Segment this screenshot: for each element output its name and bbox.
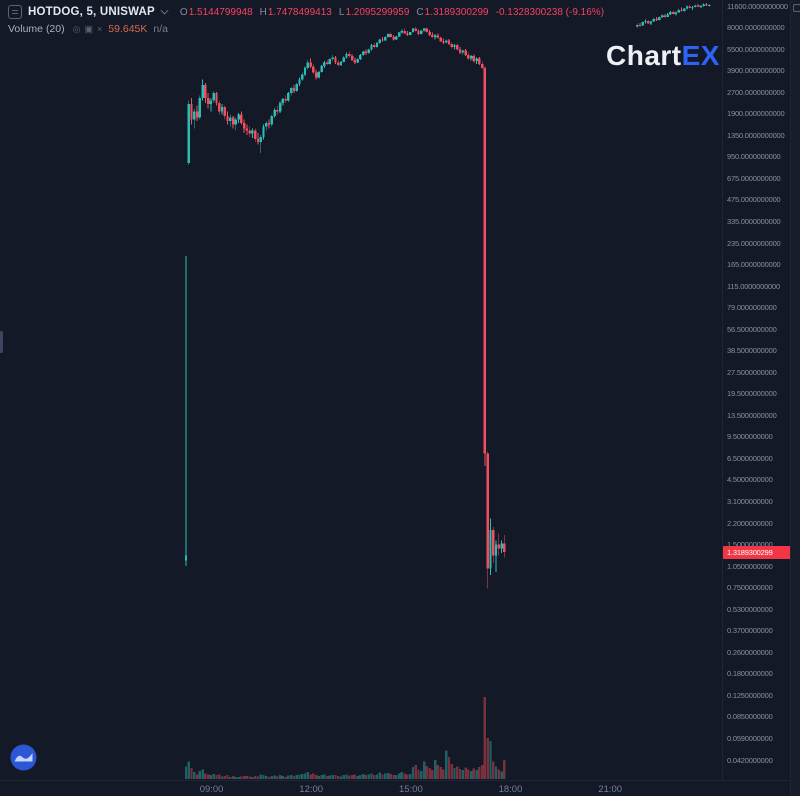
price-tick: 38.5000000000 [727,346,777,356]
time-tick: 09:00 [199,784,224,795]
volume-study-label[interactable]: Volume (20) [8,23,65,35]
price-tick: 165.0000000000 [727,260,781,269]
time-tick: 18:00 [498,784,523,795]
symbol-legend: HOTDOG, 5, UNISWAP O1.5144799948 H1.7478… [8,5,604,19]
price-tick: 11600.0000000000 [727,1,788,11]
price-tick: 3.1000000000 [727,497,773,506]
logo-text-ex: EX [681,40,720,71]
low-value: L1.2095299959 [338,6,410,18]
open-value: O1.5144799948 [179,6,253,18]
price-tick: 56.5000000000 [727,324,777,334]
left-toolbar-collapsed[interactable] [0,0,6,780]
volume-value: 59.645K [108,23,148,35]
price-tick: 1350.0000000000 [727,130,785,140]
tradingview-logo[interactable] [10,744,37,771]
price-tick: 675.0000000000 [727,173,781,183]
logo-text-chart: Chart [606,40,682,71]
volume-ma-value: n/a [153,23,168,35]
price-tick: 19.5000000000 [727,389,777,399]
mountain-logo-icon [10,744,37,771]
price-tick: 3900.0000000000 [727,66,785,76]
price-tick: 235.0000000000 [727,238,781,248]
visibility-icon[interactable]: ◎ [72,23,81,34]
price-tick: 0.7500000000 [727,583,773,593]
current-price-label: 1.3189300299 [723,545,793,559]
settings-icon[interactable]: ▣ [84,23,93,34]
menu-button[interactable] [8,5,22,19]
price-tick: 0.2600000000 [727,647,773,657]
price-tick: 1900.0000000000 [727,109,785,119]
price-axis[interactable]: 11600.0000000000 8000.0000000000 5500.0000… [722,0,793,780]
chevron-down-icon[interactable] [160,6,169,14]
price-tick: 8000.0000000000 [727,23,785,32]
time-tick: 21:00 [598,784,623,795]
time-tick: 12:00 [299,784,324,795]
price-tick: 0.0420000000 [727,755,773,765]
price-tick: 950.0000000000 [727,152,781,162]
close-value: C1.3189300299 [416,6,489,18]
ohlc-values: O1.5144799948 H1.7478499413 L1.209529995… [180,7,489,18]
time-axis[interactable]: 09:00 12:00 15:00 18:00 21:00 [0,780,790,796]
volume-legend: Volume (20) ◎ ▣ × 59.645K n/a [8,23,168,35]
price-tick: 6.5000000000 [727,453,773,463]
axis-settings-icon[interactable] [793,4,800,12]
chartex-watermark: ChartEX [606,40,720,72]
price-tick: 0.5300000000 [727,604,773,614]
price-tick: 79.0000000000 [727,303,777,313]
price-tick: 0.3700000000 [727,626,773,636]
price-tick: 0.0590000000 [727,734,773,743]
price-tick: 4.5000000000 [727,475,773,485]
price-tick: 1.0500000000 [727,561,773,571]
price-tick: 475.0000000000 [727,195,781,205]
change-value: -0.1328300238 (-9.16%) [495,6,605,18]
study-toolbar: ◎ ▣ × [73,24,103,35]
price-tick: 9.5000000000 [727,432,773,442]
price-tick: 2.2000000000 [727,518,773,528]
price-tick: 0.1250000000 [727,690,773,700]
price-tick: 5500.0000000000 [727,44,785,54]
remove-icon[interactable]: × [97,23,103,34]
price-tick: 13.5000000000 [727,410,777,420]
price-tick: 1.5000000000 [727,540,773,550]
right-scrollbar[interactable] [790,0,800,796]
price-tick: 0.0850000000 [727,712,773,722]
high-value: H1.7478499413 [259,6,332,18]
price-tick: 2700.0000000000 [727,87,785,97]
toolbar-expand-handle[interactable] [0,331,3,353]
time-tick: 15:00 [399,784,423,795]
price-tick: 27.5000000000 [727,367,777,377]
price-tick: 335.0000000000 [727,216,781,226]
price-tick: 0.1800000000 [727,669,773,679]
symbol-title[interactable]: HOTDOG, 5, UNISWAP [28,6,155,18]
price-tick: 115.0000000000 [727,281,780,291]
